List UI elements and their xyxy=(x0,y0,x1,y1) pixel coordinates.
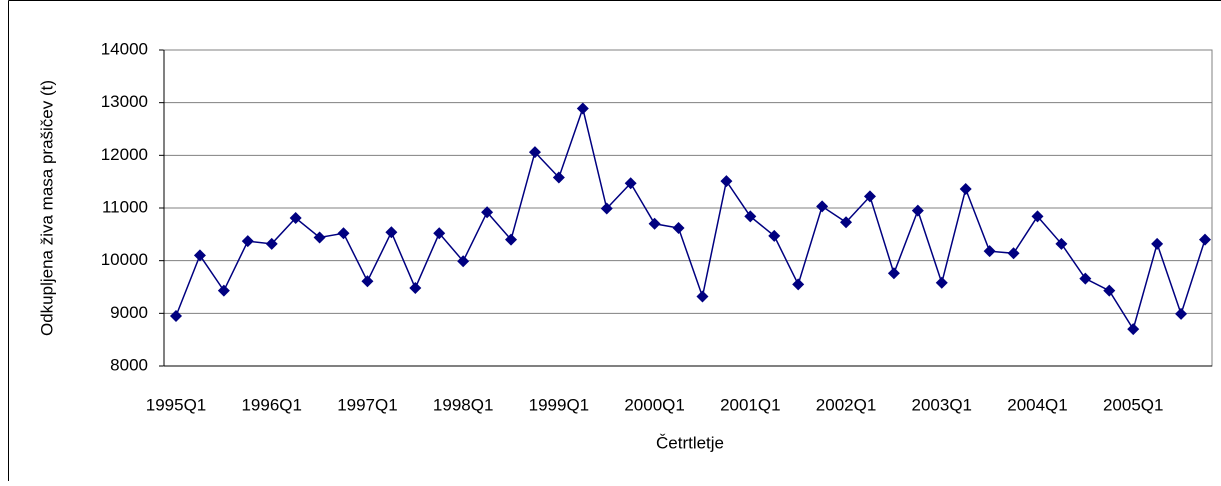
point-marker xyxy=(385,226,398,239)
point-marker xyxy=(361,275,374,288)
point-marker xyxy=(935,276,948,289)
point-marker xyxy=(241,235,254,248)
x-tick-label: 1997Q1 xyxy=(337,395,398,414)
point-marker xyxy=(409,282,422,295)
point-marker xyxy=(1199,233,1211,246)
point-marker xyxy=(193,249,206,262)
y-tick-label: 12000 xyxy=(101,145,148,164)
point-marker xyxy=(1079,272,1092,285)
point-marker xyxy=(720,175,733,188)
point-marker xyxy=(840,216,853,229)
x-tick-label: 2002Q1 xyxy=(816,395,877,414)
point-marker xyxy=(433,227,446,240)
point-marker xyxy=(863,190,876,203)
y-axis-label: Odkupljena živa masa prašičev (t) xyxy=(37,80,56,336)
point-marker xyxy=(457,255,470,268)
x-tick-label: 2004Q1 xyxy=(1007,395,1068,414)
point-marker xyxy=(1151,237,1164,250)
x-tick-label: 2000Q1 xyxy=(624,395,685,414)
point-marker xyxy=(624,177,637,190)
y-tick-label: 13000 xyxy=(101,92,148,111)
point-marker xyxy=(289,212,302,225)
point-marker xyxy=(1127,323,1140,336)
point-marker xyxy=(505,233,518,246)
x-axis-label: Četrtletje xyxy=(656,433,724,452)
point-marker xyxy=(576,102,589,115)
point-marker xyxy=(600,202,613,215)
point-marker xyxy=(887,267,900,280)
point-marker xyxy=(911,204,924,217)
point-marker xyxy=(1055,237,1068,250)
point-marker xyxy=(1175,307,1188,320)
x-tick-label: 1995Q1 xyxy=(146,395,207,414)
point-marker xyxy=(217,284,230,297)
point-marker xyxy=(481,206,494,219)
point-marker xyxy=(1103,284,1116,297)
y-tick-label: 8000 xyxy=(110,355,148,374)
point-marker xyxy=(170,309,182,322)
x-tick-label: 2005Q1 xyxy=(1103,395,1164,414)
x-tick-label: 1998Q1 xyxy=(433,395,494,414)
point-marker xyxy=(768,229,781,242)
y-tick-label: 14000 xyxy=(101,39,148,58)
point-marker xyxy=(313,231,326,244)
x-tick-label: 2001Q1 xyxy=(720,395,781,414)
y-tick-label: 9000 xyxy=(110,303,148,322)
x-tick-label: 1996Q1 xyxy=(241,395,302,414)
point-marker xyxy=(672,222,685,235)
point-marker xyxy=(265,237,278,250)
point-marker xyxy=(528,146,541,159)
point-marker xyxy=(1031,210,1044,223)
y-tick-label: 10000 xyxy=(101,250,148,269)
point-marker xyxy=(648,217,661,230)
point-marker xyxy=(1007,247,1020,260)
point-marker xyxy=(959,183,972,196)
series-line xyxy=(175,105,1206,331)
point-marker xyxy=(983,245,996,258)
point-marker xyxy=(744,210,757,223)
y-tick-label: 11000 xyxy=(102,197,148,216)
x-tick-label: 1999Q1 xyxy=(529,395,590,414)
point-marker xyxy=(552,171,565,184)
point-marker xyxy=(337,227,350,240)
point-marker xyxy=(696,290,709,303)
point-marker xyxy=(792,278,805,291)
x-tick-label: 2003Q1 xyxy=(912,395,973,414)
point-marker xyxy=(816,200,829,213)
